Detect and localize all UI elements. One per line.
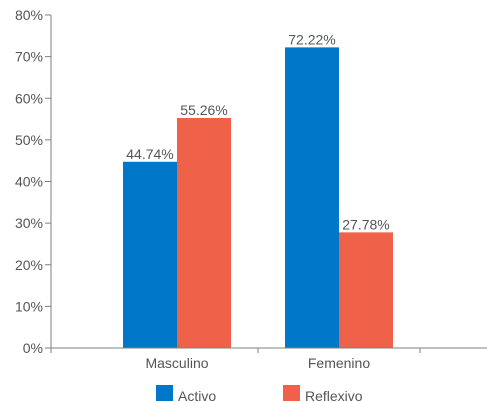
data-label: 44.74% — [126, 146, 173, 162]
x-category-label: Femenino — [308, 355, 370, 371]
legend-swatch-activo — [156, 385, 173, 401]
legend-label: Activo — [178, 388, 216, 401]
bar-activo-masculino — [123, 161, 177, 348]
y-tick-label: 60% — [15, 90, 43, 106]
data-label: 27.78% — [342, 216, 389, 232]
y-tick-label: 30% — [15, 215, 43, 231]
y-tick-label: 80% — [15, 7, 43, 23]
data-label: 72.22% — [288, 31, 335, 47]
y-tick-label: 70% — [15, 49, 43, 65]
bar-reflexivo-masculino — [177, 117, 231, 348]
bar-activo-femenino — [285, 47, 339, 349]
y-tick-label: 50% — [15, 132, 43, 148]
y-tick-label: 10% — [15, 298, 43, 314]
y-tick-label: 40% — [15, 174, 43, 190]
y-tick-label: 0% — [23, 340, 43, 356]
legend-label: Reflexivo — [305, 388, 363, 401]
bar-reflexivo-femenino — [339, 232, 393, 348]
y-tick-label: 20% — [15, 257, 43, 273]
legend-swatch-reflexivo — [283, 385, 300, 401]
x-category-label: Masculino — [145, 355, 208, 371]
data-label: 55.26% — [180, 102, 227, 118]
